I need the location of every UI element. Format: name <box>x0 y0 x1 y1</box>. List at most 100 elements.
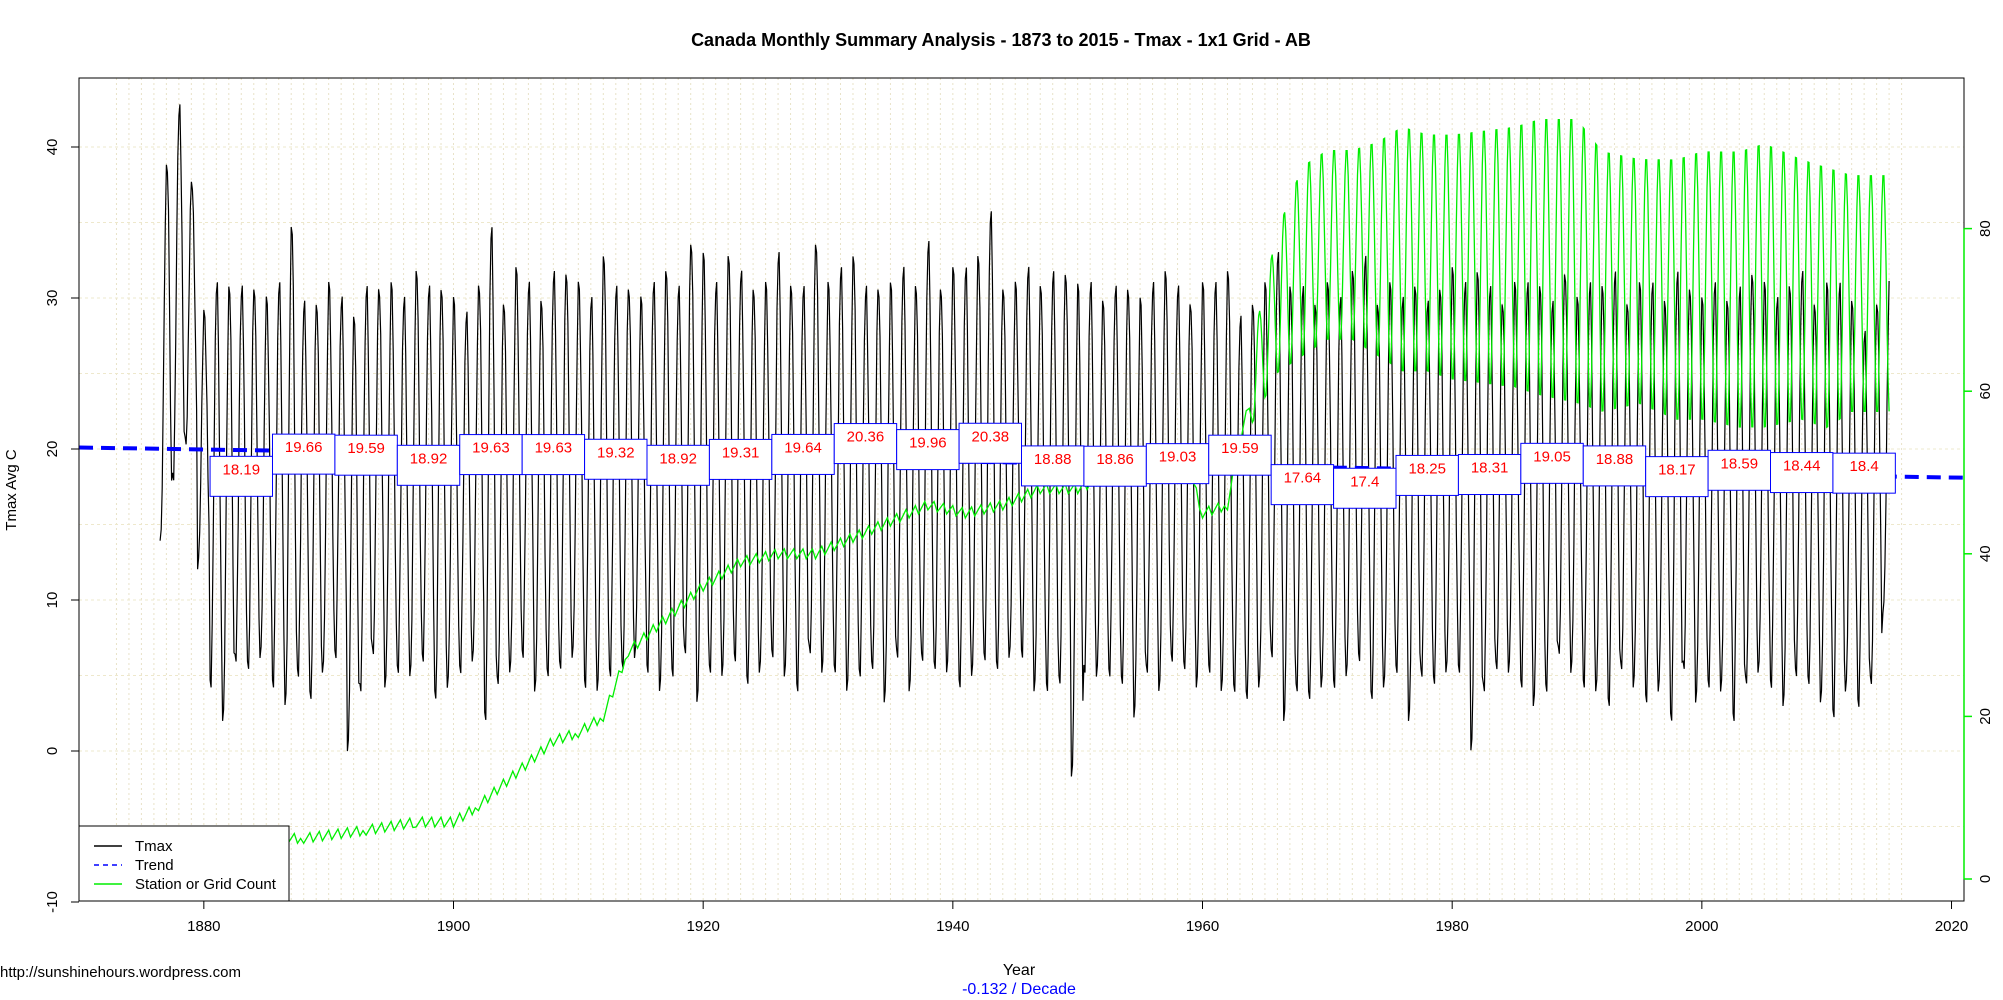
legend-tmax-label: Tmax <box>135 838 173 855</box>
decade-value: 19.59 <box>347 440 385 457</box>
decade-value: 19.32 <box>597 444 635 461</box>
y-tick-label: -10 <box>44 891 61 913</box>
decade-box <box>1582 445 1647 487</box>
decade-value: 18.31 <box>1471 460 1509 477</box>
decade-label: 20.36 <box>833 423 898 465</box>
decade-value: 19.63 <box>535 440 573 457</box>
decade-labels: 18.19 19.66 19.59 18.92 19.63 19.63 19.32 18.92… <box>209 422 1896 509</box>
decade-value: 20.38 <box>972 428 1010 445</box>
decade-value: 19.05 <box>1533 448 1571 465</box>
decade-value: 18.92 <box>659 450 697 467</box>
decade-box <box>1457 454 1522 496</box>
decade-box <box>271 433 336 475</box>
count-line <box>115 119 1890 878</box>
decade-label: 18.4 <box>1832 452 1896 494</box>
decade-box <box>1208 434 1272 476</box>
y-tick-label: 30 <box>44 290 61 307</box>
decade-value: 18.92 <box>410 450 448 467</box>
decade-label: 19.59 <box>334 434 398 476</box>
trend-rate-label: -0.132 / Decade <box>962 981 1076 998</box>
decade-label: 19.64 <box>771 433 835 475</box>
decade-label: 19.31 <box>708 438 773 480</box>
decade-label: 19.03 <box>1145 443 1210 485</box>
decade-label: 19.63 <box>459 434 523 476</box>
decade-value: 18.59 <box>1721 455 1759 472</box>
decade-box <box>396 444 461 486</box>
y2-tick-label: 0 <box>1977 875 1994 883</box>
decade-box <box>958 422 1022 464</box>
decade-box <box>771 433 835 475</box>
decade-value: 18.88 <box>1034 451 1072 468</box>
y2-tick-label: 20 <box>1977 708 1994 725</box>
chart-title: Canada Monthly Summary Analysis - 1873 t… <box>691 30 1311 50</box>
decade-value: 18.25 <box>1408 460 1446 477</box>
y-tick-label: 20 <box>44 441 61 458</box>
decade-value: 19.03 <box>1159 449 1197 466</box>
decade-label: 17.4 <box>1333 467 1397 509</box>
decade-label: 18.92 <box>396 444 461 486</box>
decade-label: 19.66 <box>271 433 336 475</box>
y-tick-label: 40 <box>44 139 61 156</box>
x-tick-label: 2000 <box>1685 918 1718 935</box>
decade-label: 19.59 <box>1208 434 1272 476</box>
decade-label: 18.17 <box>1645 456 1709 498</box>
decade-box <box>1707 449 1772 491</box>
decade-value: 18.19 <box>223 461 261 478</box>
decade-label: 18.31 <box>1457 454 1522 496</box>
legend: Tmax Trend Station or Grid Count <box>78 825 290 902</box>
y2-tick-label: 40 <box>1977 545 1994 562</box>
axes: 1880 1900 1920 1940 1960 1980 2000 2020-1001020… <box>44 139 1994 935</box>
decade-label: 17.64 <box>1270 464 1335 506</box>
decade-label: 19.96 <box>896 429 960 471</box>
decade-label: 18.59 <box>1707 449 1772 491</box>
decade-box <box>833 423 898 465</box>
decade-value: 19.64 <box>784 439 822 456</box>
decade-label: 18.44 <box>1770 452 1834 494</box>
decade-box <box>1832 452 1896 494</box>
decade-label: 19.32 <box>584 438 648 480</box>
y-tick-label: 10 <box>44 592 61 609</box>
decade-label: 18.25 <box>1395 454 1459 496</box>
decade-label: 18.19 <box>209 455 273 497</box>
y2-tick-label: 60 <box>1977 383 1994 400</box>
decade-value: 19.59 <box>1221 440 1259 457</box>
decade-box <box>521 434 586 476</box>
decade-value: 18.17 <box>1658 462 1696 479</box>
legend-box <box>78 825 290 902</box>
decade-label: 19.05 <box>1520 442 1584 484</box>
decade-box <box>1270 464 1335 506</box>
decade-label: 18.88 <box>1582 445 1647 487</box>
decade-box <box>1770 452 1834 494</box>
y-axis-label: Tmax Avg C <box>3 449 20 531</box>
decade-box <box>1145 443 1210 485</box>
decade-label: 19.63 <box>521 434 586 476</box>
decade-value: 18.86 <box>1096 451 1134 468</box>
decade-value: 20.36 <box>847 429 885 446</box>
decade-box <box>646 444 710 486</box>
decade-label: 20.38 <box>958 422 1022 464</box>
x-tick-label: 1940 <box>936 918 969 935</box>
x-tick-label: 1900 <box>437 918 470 935</box>
y-tick-label: 0 <box>44 747 61 755</box>
decade-value: 19.66 <box>285 439 323 456</box>
decade-value: 19.63 <box>472 440 510 457</box>
legend-trend-label: Trend <box>135 857 174 874</box>
decade-box <box>1520 442 1584 484</box>
x-tick-label: 2020 <box>1935 918 1968 935</box>
x-tick-label: 1920 <box>686 918 719 935</box>
decade-value: 18.4 <box>1850 458 1879 475</box>
decade-value: 17.64 <box>1284 470 1322 487</box>
x-tick-label: 1880 <box>187 918 220 935</box>
decade-box <box>1333 467 1397 509</box>
decade-box <box>209 455 273 497</box>
decade-value: 19.31 <box>722 444 760 461</box>
decade-value: 18.88 <box>1596 451 1634 468</box>
decade-box <box>459 434 523 476</box>
decade-value: 19.96 <box>909 435 947 452</box>
decade-value: 17.4 <box>1350 473 1379 490</box>
x-axis-label: Year <box>1003 962 1036 979</box>
x-tick-label: 1960 <box>1186 918 1219 935</box>
decade-label: 18.92 <box>646 444 710 486</box>
